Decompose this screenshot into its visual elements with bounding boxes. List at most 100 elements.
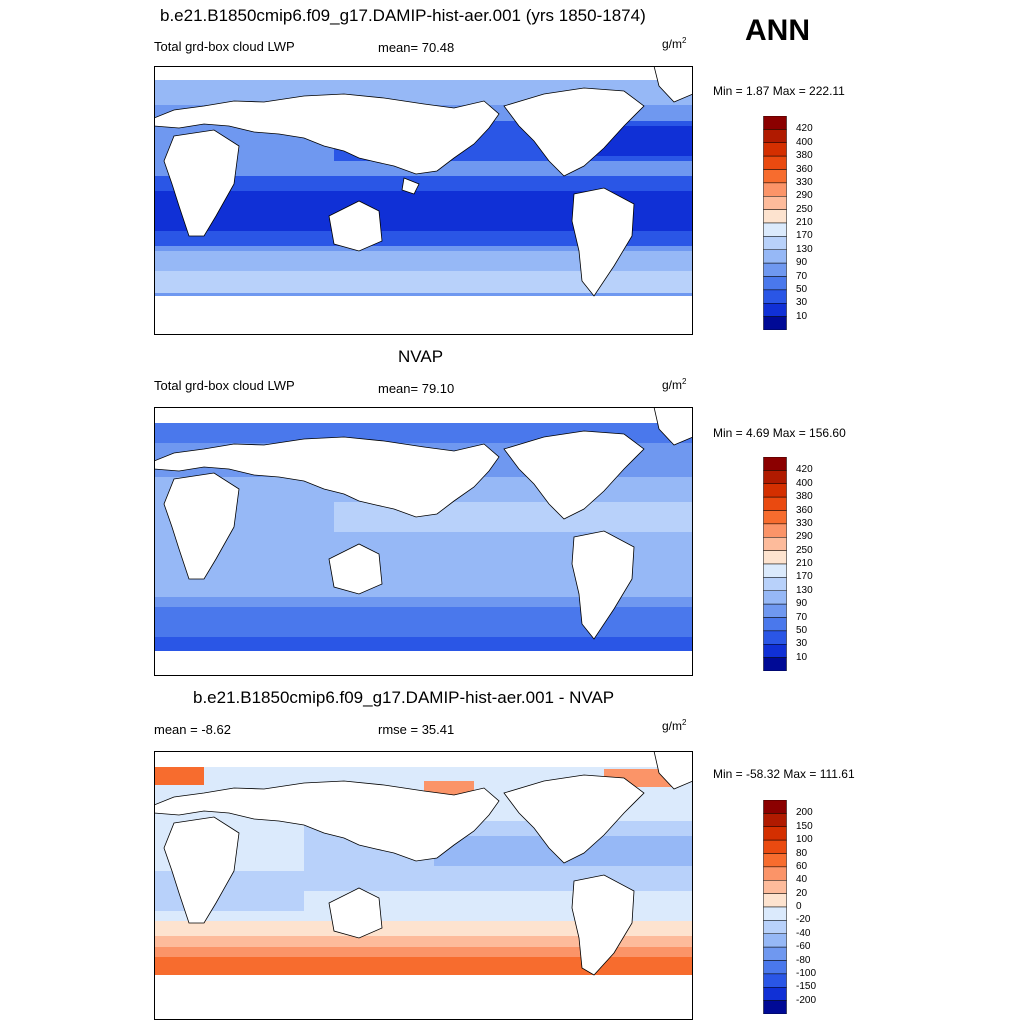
panel-3-land	[154, 751, 693, 1020]
colorbar-label: 420	[796, 123, 813, 135]
colorbar-label: 330	[796, 176, 813, 188]
colorbar-box	[763, 987, 787, 1001]
colorbar-box	[763, 800, 787, 814]
colorbar-label: 130	[796, 584, 813, 596]
colorbar-box	[763, 893, 787, 908]
panel-1-variable: Total grd-box cloud LWP	[154, 39, 295, 54]
colorbar-box	[763, 933, 787, 948]
colorbar-label: -200	[796, 994, 817, 1006]
colorbar-box	[763, 603, 787, 618]
panel-1-mean: mean= 70.48	[378, 40, 455, 55]
colorbar-box	[763, 880, 787, 894]
colorbar-label: 90	[796, 598, 808, 610]
colorbar-box	[763, 906, 787, 921]
colorbar-label: 400	[796, 477, 813, 489]
colorbar-box	[763, 563, 787, 578]
colorbar-label: 420	[796, 464, 813, 476]
colorbar-box	[763, 657, 787, 671]
panel-1-minmax: Min = 1.87 Max = 222.11	[713, 84, 845, 98]
panel-1-map	[154, 66, 693, 335]
colorbar-label: 30	[796, 297, 808, 309]
colorbar-label: 170	[796, 571, 813, 583]
colorbar-label: 360	[796, 504, 813, 516]
colorbar-label: 150	[796, 820, 813, 832]
colorbar-box	[763, 222, 787, 237]
colorbar-box	[763, 853, 787, 868]
colorbar-label: -150	[796, 981, 817, 993]
colorbar-label: 250	[796, 203, 813, 215]
panel-3-mean: mean = -8.62	[154, 722, 231, 737]
colorbar-box	[763, 129, 787, 144]
colorbar-box	[763, 196, 787, 210]
colorbar-box	[763, 155, 787, 170]
colorbar-label: 60	[796, 860, 808, 872]
colorbar-box	[763, 644, 787, 658]
colorbar-box	[763, 289, 787, 304]
colorbar-box	[763, 316, 787, 330]
panel-3-title: b.e21.B1850cmip6.f09_g17.DAMIP-hist-aer.…	[193, 688, 615, 707]
colorbar-label: 200	[796, 807, 813, 819]
colorbar-box	[763, 630, 787, 645]
panel-3-rmse: rmse = 35.41	[378, 722, 455, 737]
colorbar-label: 0	[796, 901, 802, 912]
colorbar-label: 50	[796, 624, 808, 636]
colorbar-box	[763, 483, 787, 498]
colorbar-box	[763, 550, 787, 565]
colorbar-box	[763, 813, 787, 828]
colorbar-box	[763, 169, 787, 184]
colorbar-box	[763, 182, 787, 197]
colorbar-label: 10	[796, 310, 808, 322]
panel-2-map	[154, 407, 693, 676]
panel-2-title: NVAP	[398, 347, 444, 366]
colorbar-label: 210	[796, 558, 813, 569]
colorbar-box	[763, 470, 787, 485]
colorbar-box	[763, 249, 787, 264]
colorbar-label: 330	[796, 517, 813, 529]
colorbar-label: 40	[796, 874, 808, 886]
panel-2-variable: Total grd-box cloud LWP	[154, 378, 295, 393]
colorbar-box	[763, 617, 787, 632]
colorbar-box	[763, 920, 787, 935]
colorbar-box	[763, 973, 787, 988]
colorbar-label: 90	[796, 257, 808, 269]
colorbar-label: 170	[796, 230, 813, 242]
colorbar-box	[763, 537, 787, 551]
panel-3-map	[154, 751, 693, 1020]
colorbar-box	[763, 523, 787, 538]
colorbar-box	[763, 276, 787, 291]
colorbar-label: 290	[796, 531, 813, 543]
colorbar-label: 130	[796, 243, 813, 255]
colorbar-box	[763, 510, 787, 525]
colorbar-label: 400	[796, 136, 813, 148]
colorbar-label: 360	[796, 163, 813, 175]
colorbar-label: 80	[796, 847, 808, 859]
colorbar-box	[763, 142, 787, 157]
colorbar-box	[763, 590, 787, 605]
colorbar-box	[763, 1000, 787, 1014]
colorbar-label: 380	[796, 150, 813, 162]
season-label: ANN	[745, 14, 810, 47]
colorbar-box	[763, 303, 787, 317]
panel-3-minmax: Min = -58.32 Max = 111.61	[713, 767, 855, 781]
colorbar-label: 250	[796, 544, 813, 556]
panel-2-colorbar	[763, 457, 787, 671]
panel-2-units: g/m2	[662, 377, 687, 392]
colorbar-box	[763, 577, 787, 592]
colorbar-label: 20	[796, 887, 808, 899]
colorbar-label: 10	[796, 651, 808, 663]
colorbar-label: -40	[796, 927, 811, 939]
colorbar-box	[763, 839, 787, 854]
colorbar-label: -60	[796, 941, 811, 953]
colorbar-label: 380	[796, 491, 813, 503]
colorbar-box	[763, 496, 787, 511]
panel-1-title: b.e21.B1850cmip6.f09_g17.DAMIP-hist-aer.…	[160, 6, 646, 25]
colorbar-box	[763, 866, 787, 881]
colorbar-box	[763, 236, 787, 251]
colorbar-label: -80	[796, 954, 811, 966]
colorbar-label: -100	[796, 967, 817, 979]
colorbar-label: -20	[796, 914, 811, 926]
colorbar-box	[763, 209, 787, 224]
colorbar-box	[763, 960, 787, 975]
panel-1-land	[154, 66, 693, 335]
panel-2-land	[154, 407, 693, 676]
